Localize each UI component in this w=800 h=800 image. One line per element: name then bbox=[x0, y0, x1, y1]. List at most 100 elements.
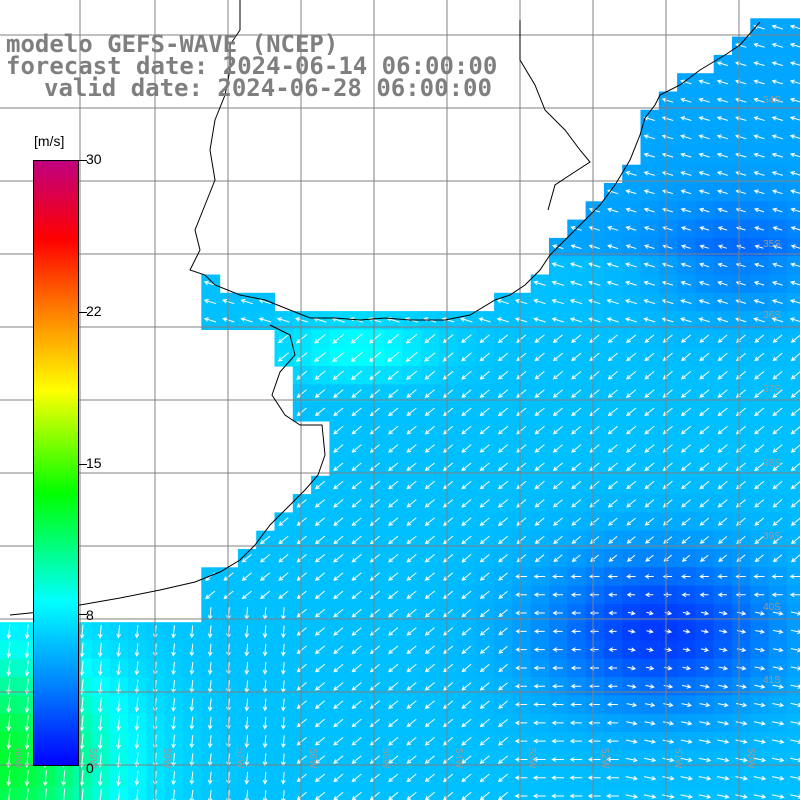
wind-arrow bbox=[718, 665, 729, 671]
wind-arrow bbox=[790, 152, 800, 158]
wind-arrow bbox=[698, 171, 710, 176]
coastline-north bbox=[189, 0, 761, 321]
wind-arrow bbox=[223, 572, 234, 581]
wind-arrow bbox=[351, 737, 362, 746]
wind-speed-cell bbox=[786, 658, 800, 678]
wind-arrow bbox=[551, 280, 564, 286]
wind-arrow bbox=[771, 775, 785, 781]
wind-arrow bbox=[571, 371, 582, 380]
wind-arrow bbox=[314, 627, 326, 636]
wind-arrow bbox=[754, 499, 765, 508]
wind-arrow bbox=[608, 628, 617, 634]
wind-arrow bbox=[207, 698, 213, 712]
wind-arrow bbox=[42, 770, 48, 787]
wind-arrow bbox=[624, 317, 638, 323]
wind-arrow bbox=[789, 42, 800, 48]
wind-arrow bbox=[424, 517, 435, 526]
wind-arrow bbox=[681, 352, 692, 362]
wind-arrow bbox=[716, 299, 728, 304]
wind-arrow bbox=[772, 611, 784, 616]
wind-speed-cell bbox=[786, 603, 800, 623]
wind-arrow bbox=[424, 462, 435, 472]
wind-arrow bbox=[716, 79, 729, 85]
wind-arrow bbox=[461, 609, 472, 618]
wind-arrow bbox=[461, 480, 472, 490]
wind-arrow bbox=[699, 720, 711, 726]
wind-arrow bbox=[532, 757, 546, 762]
wind-speed-cell bbox=[786, 457, 800, 477]
longitude-label: 59W bbox=[87, 748, 98, 769]
wind-arrow bbox=[680, 207, 692, 213]
wind-arrow bbox=[134, 715, 140, 731]
wind-arrow bbox=[333, 499, 344, 508]
wind-arrow bbox=[680, 134, 692, 140]
wind-arrow bbox=[588, 720, 601, 726]
wind-arrow bbox=[719, 629, 728, 634]
wind-arrow bbox=[772, 629, 784, 634]
wind-speed-cell bbox=[786, 786, 800, 800]
wind-arrow bbox=[771, 42, 784, 48]
wind-arrow bbox=[24, 733, 30, 750]
wind-arrow bbox=[552, 592, 563, 598]
wind-arrow bbox=[606, 298, 619, 305]
wind-arrow bbox=[736, 684, 747, 689]
coastline bbox=[9, 0, 761, 616]
wind-arrow bbox=[281, 643, 286, 657]
wind-arrow bbox=[442, 773, 454, 783]
wind-arrow bbox=[753, 42, 765, 48]
wind-arrow bbox=[244, 735, 250, 749]
wind-arrow bbox=[241, 554, 252, 563]
wind-arrow bbox=[717, 499, 728, 508]
wind-arrow bbox=[388, 718, 399, 728]
wind-arrow bbox=[790, 171, 800, 176]
wind-speed-cell bbox=[549, 786, 568, 800]
wind-arrow bbox=[772, 499, 783, 508]
wind-arrow bbox=[699, 499, 710, 508]
wind-arrow bbox=[461, 737, 472, 746]
wind-arrow bbox=[424, 737, 435, 746]
wind-arrow bbox=[406, 554, 417, 563]
wind-arrow bbox=[515, 665, 527, 671]
wind-arrow bbox=[533, 317, 546, 323]
wind-arrow bbox=[754, 244, 764, 250]
wind-arrow bbox=[571, 628, 581, 634]
wind-arrow bbox=[24, 715, 30, 732]
wind-arrow bbox=[771, 97, 784, 103]
longitude-label: 55W bbox=[380, 748, 391, 769]
wind-arrow bbox=[406, 407, 417, 417]
wind-arrow bbox=[406, 737, 417, 746]
wind-arrow bbox=[753, 134, 765, 140]
wind-arrow bbox=[296, 663, 307, 673]
wind-arrow bbox=[771, 79, 784, 85]
wind-arrow bbox=[6, 733, 12, 750]
wind-arrow bbox=[351, 535, 362, 545]
wind-arrow bbox=[222, 298, 235, 305]
wind-arrow bbox=[351, 773, 362, 783]
wind-arrow bbox=[442, 535, 454, 545]
wind-arrow bbox=[240, 298, 253, 305]
wind-arrow bbox=[296, 645, 307, 655]
wind-arrow bbox=[281, 662, 286, 675]
wind-arrow bbox=[587, 757, 601, 762]
wind-arrow bbox=[278, 572, 289, 581]
wind-arrow bbox=[644, 499, 655, 508]
wind-arrow bbox=[534, 371, 545, 380]
wind-arrow bbox=[607, 683, 618, 689]
wind-arrow bbox=[514, 738, 528, 744]
longitude-label: 56W bbox=[307, 748, 318, 769]
wind-arrow bbox=[189, 734, 195, 749]
wind-arrow bbox=[681, 499, 691, 508]
wind-arrow bbox=[533, 683, 546, 689]
wind-arrow bbox=[699, 444, 710, 453]
wind-arrow bbox=[552, 610, 563, 616]
wind-arrow bbox=[496, 317, 510, 323]
wind-arrow bbox=[699, 554, 709, 562]
wind-arrow bbox=[97, 770, 103, 787]
wind-arrow bbox=[551, 757, 564, 762]
wind-arrow bbox=[498, 664, 508, 673]
forecast-date: forecast date: 2024-06-14 06:00:00 bbox=[6, 52, 498, 80]
wind-arrow bbox=[588, 280, 601, 286]
wind-arrow bbox=[587, 775, 601, 781]
longitude-label: 51W bbox=[672, 748, 683, 769]
wind-arrow bbox=[171, 661, 176, 676]
